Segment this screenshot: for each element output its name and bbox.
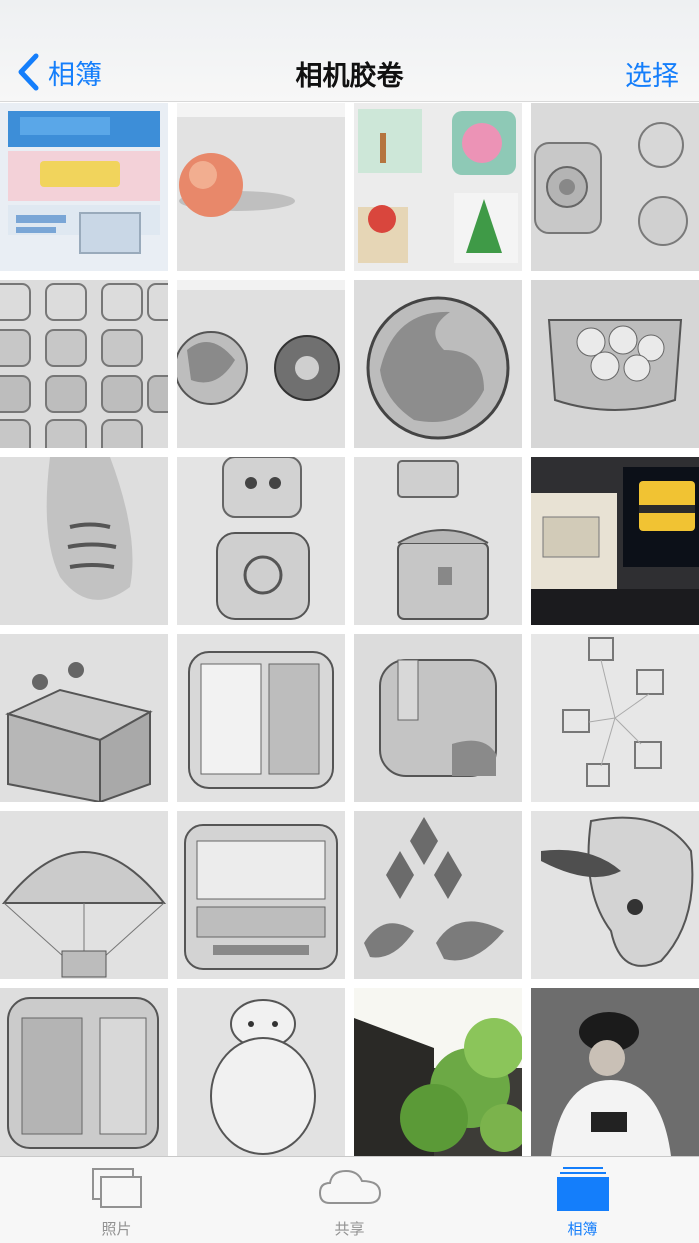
photo-thumbnail[interactable] — [354, 811, 522, 979]
navigation-bar: 相簿 相机胶卷 选择 — [0, 0, 699, 102]
photo-thumbnail[interactable] — [0, 280, 168, 448]
tab-shared[interactable]: 共享 — [233, 1157, 466, 1243]
photo-thumbnail[interactable] — [354, 280, 522, 448]
photo-thumbnail[interactable] — [531, 634, 699, 802]
photo-thumbnail[interactable] — [177, 457, 345, 625]
tab-albums[interactable]: 相簿 — [466, 1157, 699, 1243]
photo-thumbnail[interactable] — [354, 103, 522, 271]
photo-thumbnail[interactable] — [0, 811, 168, 979]
photo-thumbnail[interactable] — [354, 988, 522, 1156]
tab-shared-label: 共享 — [334, 1220, 365, 1238]
photo-thumbnail[interactable] — [177, 988, 345, 1156]
photo-thumbnail[interactable] — [0, 634, 168, 802]
photos-icon — [91, 1168, 142, 1208]
photo-thumbnail[interactable] — [531, 988, 699, 1156]
photo-thumbnail[interactable] — [0, 988, 168, 1156]
back-label: 相簿 — [48, 59, 102, 91]
tab-bar: 照片 共享 相簿 — [0, 1156, 699, 1243]
chevron-left-icon — [18, 53, 39, 91]
photo-thumbnail[interactable] — [177, 811, 345, 979]
photo-thumbnail[interactable] — [177, 634, 345, 802]
photo-thumbnail[interactable] — [0, 103, 168, 271]
photo-thumbnail[interactable] — [531, 103, 699, 271]
select-button[interactable]: 选择 — [625, 61, 679, 92]
photo-thumbnail[interactable] — [177, 280, 345, 448]
photo-thumbnail[interactable] — [531, 457, 699, 625]
photo-thumbnail[interactable] — [354, 457, 522, 625]
tab-photos-label: 照片 — [101, 1220, 132, 1238]
page-title: 相机胶卷 — [295, 61, 404, 92]
photo-thumbnail[interactable] — [177, 103, 345, 271]
photo-thumbnail[interactable] — [531, 280, 699, 448]
tab-albums-label: 相簿 — [567, 1220, 598, 1238]
cloud-icon — [318, 1169, 381, 1204]
tab-photos[interactable]: 照片 — [0, 1157, 233, 1243]
photo-thumbnail[interactable] — [0, 457, 168, 625]
albums-icon — [556, 1167, 609, 1211]
photo-grid — [0, 103, 699, 1156]
photo-thumbnail[interactable] — [531, 811, 699, 979]
photo-thumbnail[interactable] — [354, 634, 522, 802]
back-button[interactable]: 相簿 — [16, 50, 102, 94]
